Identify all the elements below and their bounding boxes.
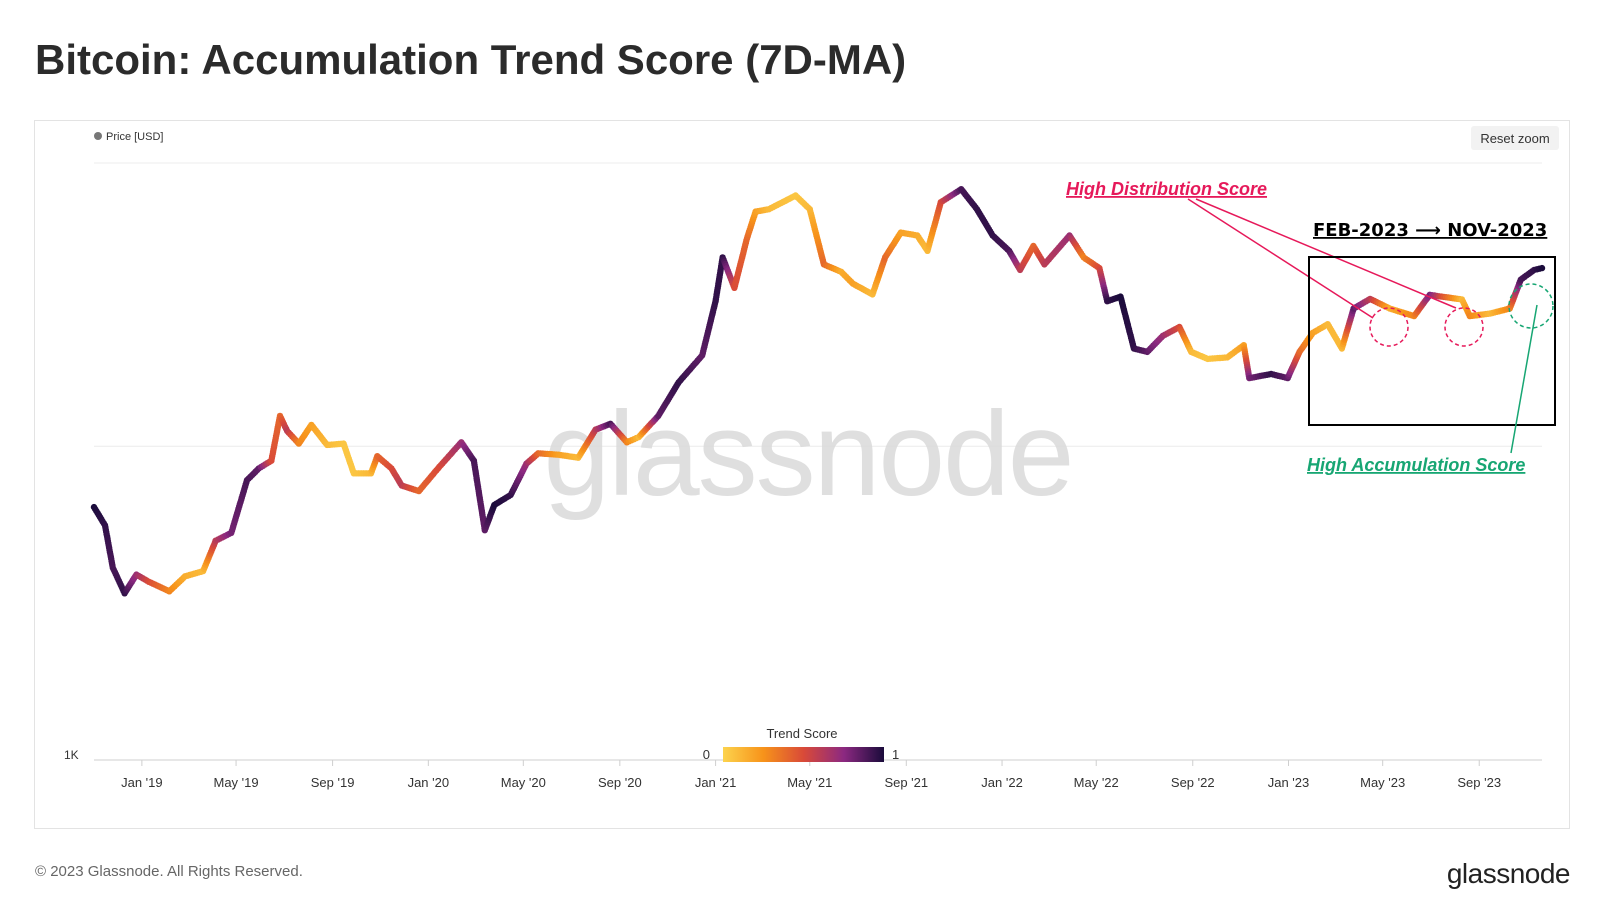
y-axis: 1K [64,748,79,762]
x-tick-label: Sep '20 [598,775,642,790]
x-tick-label: May '22 [1074,775,1119,790]
distribution-pointer-1 [1187,198,1374,319]
x-tick-label: Sep '19 [311,775,355,790]
period-label: FEB-2023 ⟶ NOV-2023 [1313,220,1547,241]
color-scale-min-label: 0 [703,747,710,762]
period-box [1308,256,1556,426]
annotations: High Distribution Score FEB-2023 ⟶ NOV-2… [1066,179,1556,475]
x-tick-label: Jan '19 [121,775,163,790]
data-point [1538,264,1546,272]
x-tick-label: Jan '20 [408,775,450,790]
legend[interactable]: Price [USD] [94,131,163,143]
distribution-circle-1 [1369,307,1409,347]
reset-zoom-button[interactable]: Reset zoom [1471,126,1559,150]
x-tick-label: May '23 [1360,775,1405,790]
copyright: © 2023 Glassnode. All Rights Reserved. [35,863,303,880]
color-scale-max-label: 1 [892,747,899,762]
page-title: Bitcoin: Accumulation Trend Score (7D-MA… [35,36,907,83]
x-tick-label: Jan '21 [695,775,737,790]
color-scale-bar [723,747,884,762]
accumulation-circle [1508,283,1554,329]
x-axis: Jan '19 May '19 Sep '19 Jan '20 May '20 Sep '… [94,759,1542,790]
accumulation-label: High Accumulation Score [1307,455,1525,475]
y-tick-label: 1K [64,748,79,762]
x-tick-label: Sep '22 [1171,775,1215,790]
distribution-pointer-2 [1195,198,1457,309]
x-tick-label: May '19 [213,775,258,790]
accumulation-pointer [1510,304,1538,454]
x-tick-label: Jan '22 [981,775,1023,790]
x-tick-label: May '20 [501,775,546,790]
x-tick-label: Jan '23 [1268,775,1310,790]
color-scale-title: Trend Score [766,726,837,741]
color-scale: Trend Score 0 1 [703,726,899,762]
legend-label: Price [USD] [106,131,163,143]
footer-logo: glassnode [1446,858,1571,889]
distribution-label: High Distribution Score [1066,179,1267,199]
chart-panel [34,120,1570,829]
x-tick-label: Sep '21 [884,775,928,790]
legend-marker [94,132,102,140]
x-tick-label: Sep '23 [1457,775,1501,790]
price-series [90,186,1546,597]
distribution-circle-2 [1444,307,1484,347]
watermark: glassnode [543,387,1072,521]
x-tick-label: May '21 [787,775,832,790]
